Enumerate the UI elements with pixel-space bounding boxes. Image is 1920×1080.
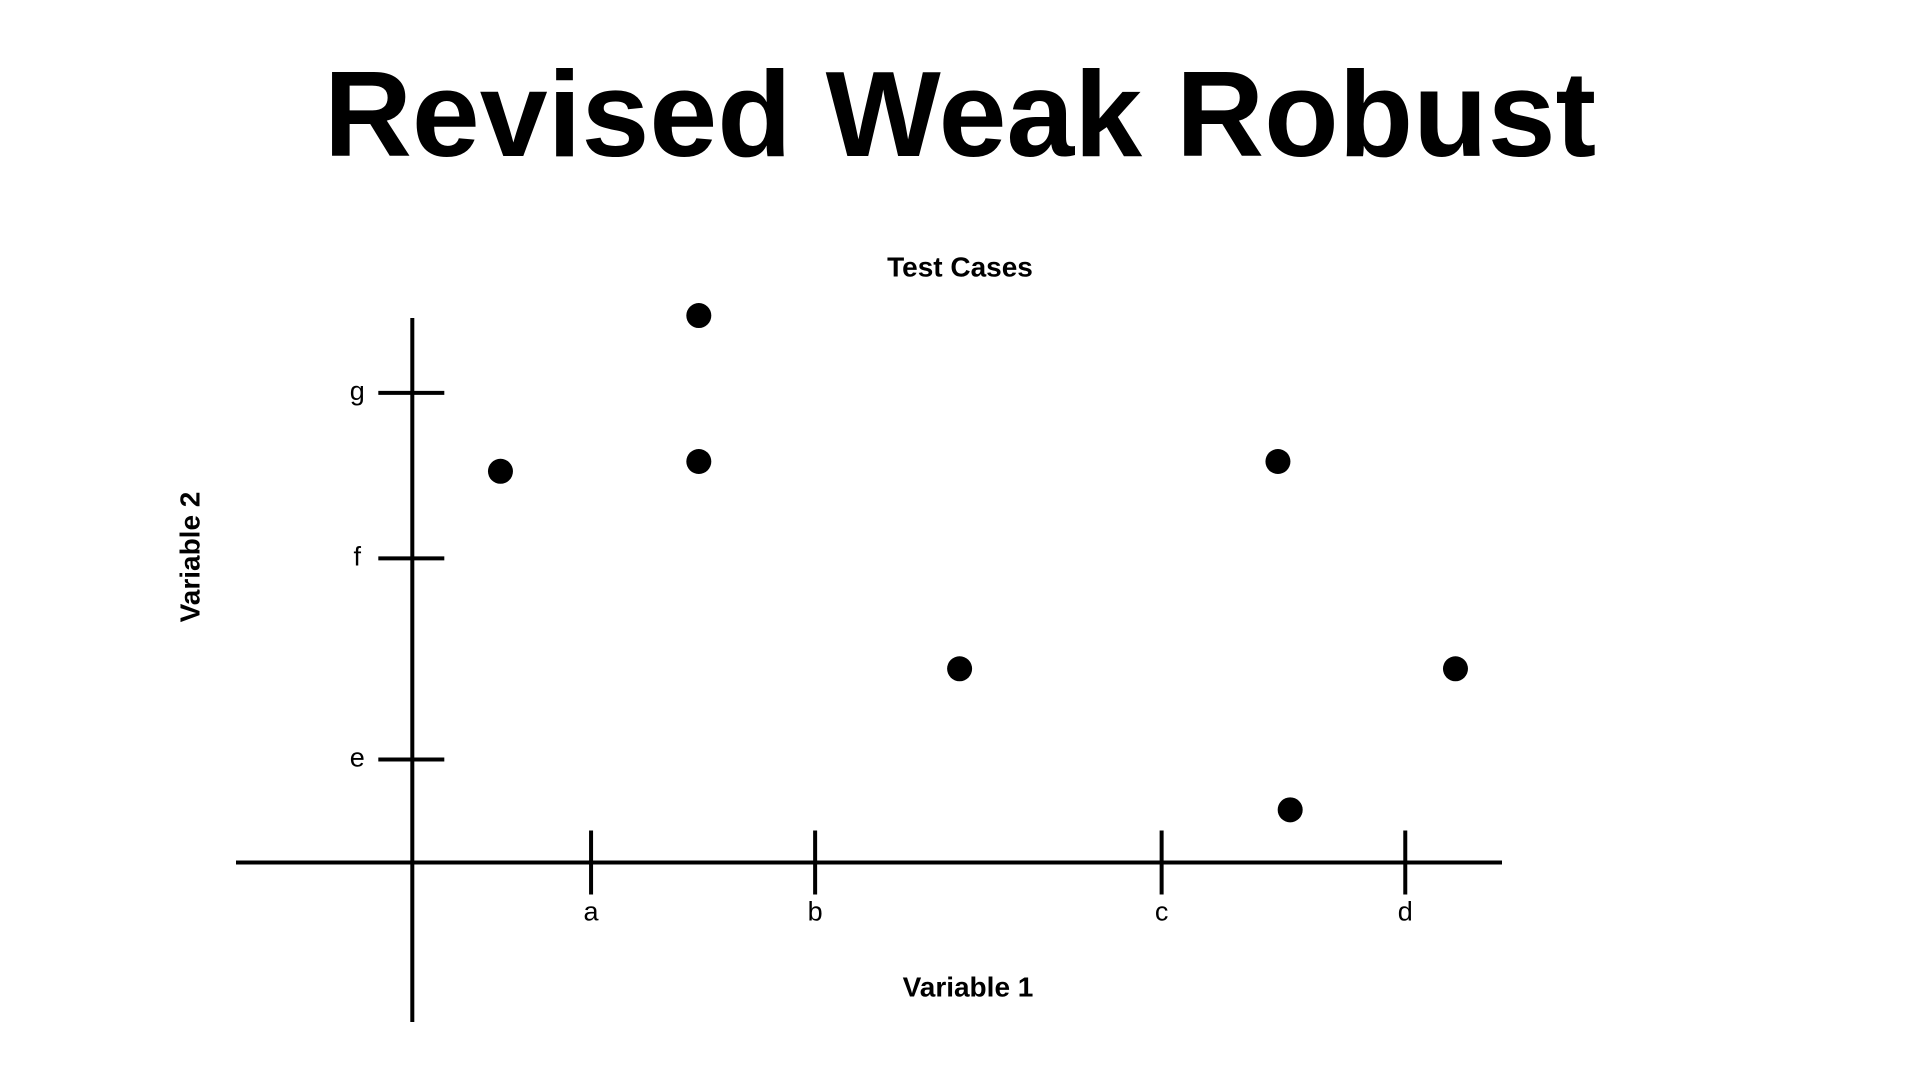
point (686, 303, 712, 329)
x-tick-label: c (1155, 897, 1169, 927)
point (686, 448, 712, 474)
point (1277, 797, 1303, 823)
y-tick-label: e (350, 743, 365, 773)
y-axis-label: Variable 2 (174, 492, 205, 623)
x-tick-label: d (1398, 897, 1413, 927)
slide-title: Revised Weak Robust (324, 46, 1596, 182)
x-tick-label: a (584, 897, 600, 927)
y-tick-label: f (354, 542, 362, 572)
point (1265, 448, 1291, 474)
y-tick-label: g (350, 376, 365, 406)
chart-title: Test Cases (887, 251, 1033, 282)
x-tick-label: b (808, 897, 823, 927)
point (487, 458, 513, 484)
point (1442, 656, 1468, 682)
x-axis-label: Variable 1 (903, 971, 1034, 1002)
point (947, 656, 973, 682)
